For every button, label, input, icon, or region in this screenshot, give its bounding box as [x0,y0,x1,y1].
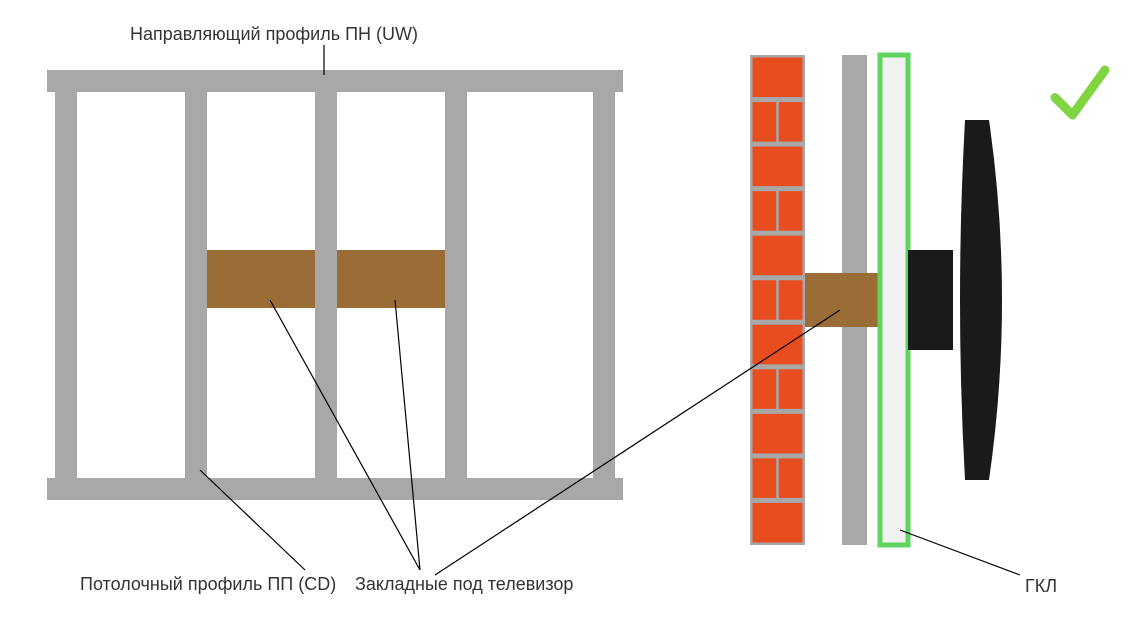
gkl-board [880,55,908,545]
brick-row-2 [753,147,803,187]
stud-4 [593,90,615,480]
stud-over-2 [315,90,337,480]
brick-row-6 [753,325,803,365]
brick-row-9-b [779,458,803,498]
brick-row-3-b [779,191,803,231]
brick-row-7-a [753,369,777,409]
brick-row-4 [753,236,803,276]
checkmark-icon [1055,70,1105,115]
brick-row-5-b [779,280,803,320]
brick-row-1-b [779,102,803,142]
brick-row-8 [753,414,803,454]
leader-wood1 [270,300,420,570]
bottom_mid: Закладные под телевизор [355,574,573,594]
stud-0 [55,90,77,480]
bottom_left: Потолочный профиль ПП (CD) [80,574,336,594]
leader-gkl [900,530,1020,575]
tv-panel [960,120,1002,480]
stud-over-3 [445,90,467,480]
top: Направляющий профиль ПН (UW) [130,24,418,44]
brick-row-3-a [753,191,777,231]
gkl: ГКЛ [1025,576,1057,596]
brick-row-0 [753,58,803,98]
leader-wood2 [395,300,420,570]
brick-row-1-a [753,102,777,142]
tv-bracket [908,250,953,350]
section-wood-block [805,273,880,327]
top-rail [47,70,623,92]
brick-row-5-a [753,280,777,320]
bottom-rail [47,478,623,500]
brick-row-9-a [753,458,777,498]
wood-block-1 [337,250,445,308]
wood-block-0 [207,250,315,308]
brick-row-7-b [779,369,803,409]
stud-over-1 [185,90,207,480]
brick-row-10 [753,503,803,543]
